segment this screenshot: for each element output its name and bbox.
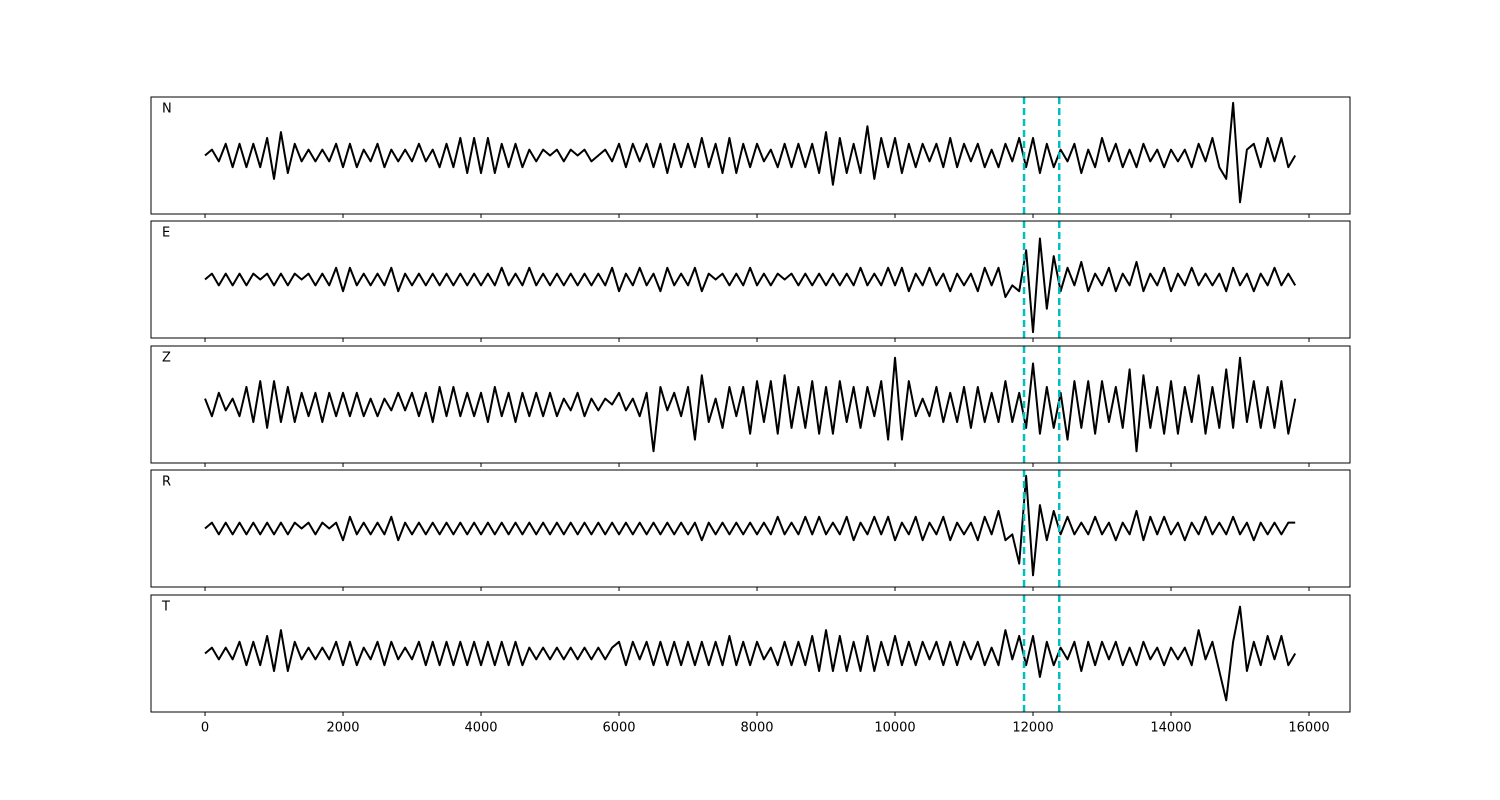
x-tick-label: 12000 <box>1012 721 1053 736</box>
panel-label: E <box>162 226 170 241</box>
trace <box>204 101 1297 204</box>
x-tick-label: 6000 <box>602 721 635 736</box>
x-tick-label: 2000 <box>326 721 359 736</box>
x-tick-label: 14000 <box>1150 721 1191 736</box>
x-tick-label: 10000 <box>874 721 915 736</box>
panel-frame <box>150 96 1351 215</box>
x-tick-label: 0 <box>201 721 209 736</box>
x-tick-label: 4000 <box>464 721 497 736</box>
panel-label: Z <box>162 351 171 366</box>
panel-frame <box>150 220 1351 339</box>
panel-frame <box>150 594 1351 713</box>
x-tick-label: 8000 <box>740 721 773 736</box>
trace <box>204 237 1297 334</box>
panel-label: R <box>162 475 171 490</box>
trace <box>204 356 1297 453</box>
panel-label: T <box>161 600 170 615</box>
panel-label: N <box>162 102 172 117</box>
x-tick-label: 16000 <box>1288 721 1329 736</box>
trace <box>204 474 1296 577</box>
panel-frame <box>150 469 1351 588</box>
panel-frame <box>150 345 1351 464</box>
trace <box>204 605 1297 702</box>
